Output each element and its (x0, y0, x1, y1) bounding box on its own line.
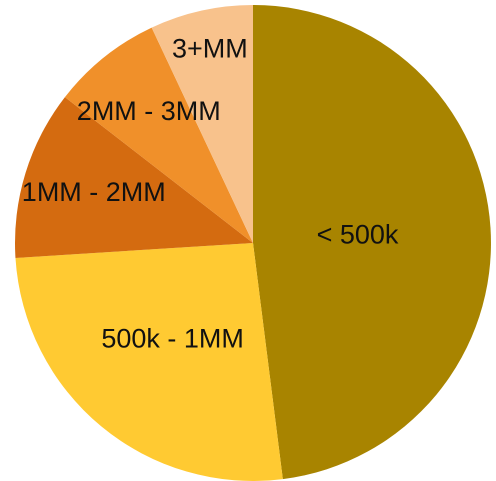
pie-slice-3 (64, 27, 253, 244)
pie-slice-label-3: 2MM - 3MM (77, 96, 221, 126)
pie-slices (15, 4, 491, 481)
pie-slice-label-0: < 500k (317, 220, 399, 250)
pie-slice-1 (15, 243, 283, 481)
pie-labels: < 500k 500k - 1MM 1MM - 2MM 2MM - 3MM 3+MM (22, 33, 399, 353)
pie-slice-2 (15, 97, 254, 258)
pie-slice-0 (253, 5, 491, 480)
pie-slice-4 (151, 4, 253, 243)
pie-slice-label-1: 500k - 1MM (101, 323, 244, 353)
pie-slice-label-2: 1MM - 2MM (22, 177, 166, 207)
pie-slice-label-4: 3+MM (172, 33, 248, 63)
